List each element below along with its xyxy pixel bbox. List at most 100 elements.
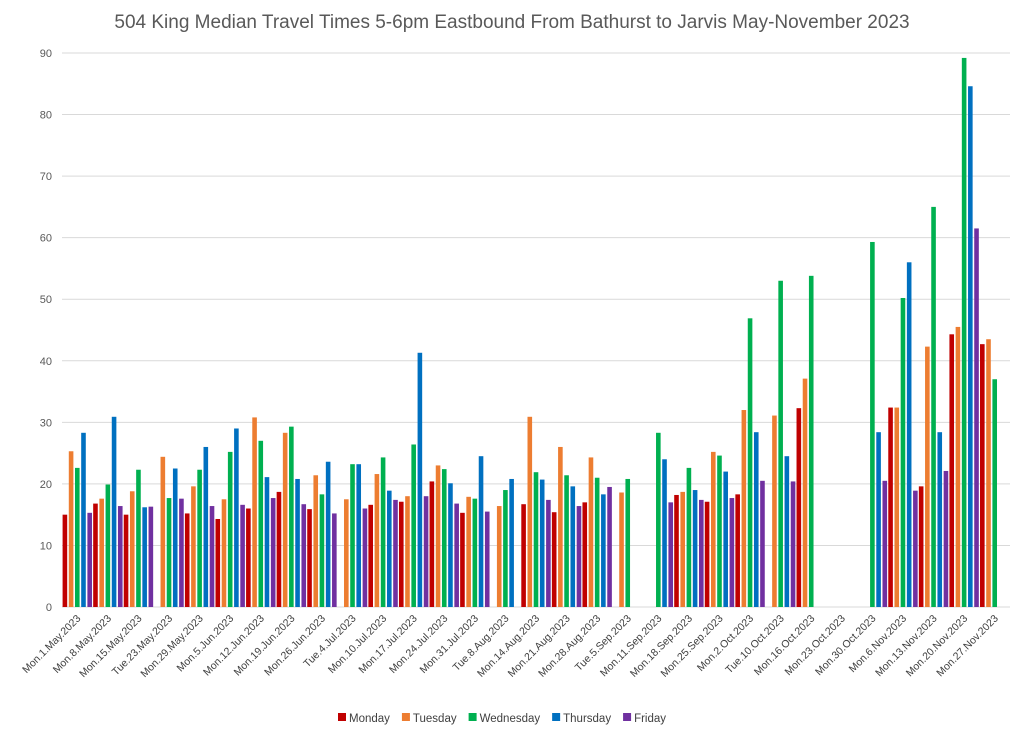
bar-friday (790, 481, 796, 607)
bar-thursday (784, 456, 790, 607)
chart-title: 504 King Median Travel Times 5-6pm Eastb… (114, 12, 909, 33)
bar-friday (393, 499, 398, 607)
bar-tuesday (99, 498, 104, 607)
bar-wednesday (166, 498, 172, 607)
bar-thursday (601, 494, 606, 607)
bar-monday (460, 512, 465, 607)
bar-tuesday (313, 475, 319, 607)
bar-wednesday (227, 451, 233, 607)
bar-wednesday (350, 464, 355, 607)
legend: Monday Tuesday Wednesday Thursday Friday (338, 713, 666, 725)
bar-tuesday (802, 378, 808, 607)
bar-thursday (142, 507, 147, 607)
legend-swatch-thursday (552, 713, 561, 721)
bar-monday (949, 334, 955, 607)
bar-wednesday (319, 494, 325, 607)
bar-tuesday (894, 407, 900, 607)
legend-label-thursday: Thursday (563, 713, 611, 725)
bar-wednesday (411, 444, 416, 607)
bar-wednesday (747, 318, 753, 607)
bar-monday (215, 518, 221, 607)
bar-friday (332, 513, 337, 607)
bar-friday (240, 504, 245, 607)
bar-wednesday (472, 498, 478, 607)
bar-friday (729, 498, 735, 607)
bar-monday (429, 481, 435, 607)
legend-swatch-friday (623, 713, 632, 721)
bar-tuesday (741, 410, 747, 607)
bar-wednesday (717, 455, 722, 607)
bar-thursday (448, 483, 453, 607)
bar-wednesday (931, 206, 936, 607)
bar-monday (918, 486, 924, 607)
y-tick-label: 80 (40, 110, 52, 122)
bar-friday (668, 502, 674, 607)
bar-tuesday (282, 432, 288, 607)
bar-friday (454, 503, 459, 607)
bar-monday (735, 494, 740, 607)
bar-wednesday (74, 467, 80, 607)
bar-wednesday (625, 478, 631, 607)
bar-tuesday (925, 346, 930, 607)
bar-tuesday (129, 491, 135, 607)
bar-friday (484, 511, 490, 607)
bar-monday (62, 514, 68, 607)
bar-thursday (478, 456, 484, 607)
bar-monday (307, 509, 312, 607)
bar-friday (913, 490, 918, 607)
bar-thursday (111, 416, 117, 607)
bar-friday (607, 486, 612, 607)
bar-thursday (876, 432, 881, 607)
bar-tuesday (710, 451, 716, 607)
bar-tuesday (252, 417, 257, 607)
bar-wednesday (289, 426, 294, 607)
bar-tuesday (986, 339, 991, 607)
bar-tuesday (772, 415, 777, 607)
bar-friday (301, 504, 307, 607)
bar-friday (87, 512, 92, 607)
bar-tuesday (955, 326, 961, 607)
y-tick-label: 50 (40, 294, 52, 306)
bar-wednesday (503, 490, 508, 607)
bar-thursday (723, 471, 728, 607)
bar-friday (760, 480, 765, 607)
bar-tuesday (374, 474, 380, 607)
bar-monday (796, 408, 802, 607)
bar-monday (368, 504, 373, 607)
bar-tuesday (405, 496, 410, 607)
bar-tuesday (344, 499, 349, 607)
bar-monday (582, 502, 588, 607)
bar-tuesday (68, 451, 74, 607)
bar-wednesday (564, 475, 569, 607)
legend-label-wednesday: Wednesday (480, 713, 541, 725)
bar-monday (184, 513, 190, 607)
x-axis-ticks: Mon.1.May.2023Mon.8.May.2023Mon.15.May.2… (20, 613, 1001, 680)
bar-tuesday (588, 457, 594, 607)
bar-monday (521, 504, 526, 607)
bar-monday (246, 508, 251, 607)
bar-thursday (203, 446, 209, 607)
legend-swatch-wednesday (468, 713, 477, 721)
bar-friday (943, 470, 949, 607)
bar-friday (209, 506, 215, 607)
bar-tuesday (160, 456, 166, 607)
bar-thursday (753, 432, 759, 607)
bar-thursday (570, 486, 576, 607)
bar-thursday (172, 468, 178, 607)
bar-friday (148, 506, 154, 607)
bar-wednesday (197, 469, 202, 607)
bar-wednesday (992, 379, 998, 607)
legend-swatch-monday (338, 713, 346, 721)
legend-label-tuesday: Tuesday (413, 713, 457, 725)
bar-series (62, 57, 998, 608)
y-tick-label: 10 (40, 540, 52, 552)
bar-friday (362, 508, 368, 607)
bar-tuesday (680, 491, 686, 607)
bar-thursday (662, 459, 667, 607)
bar-wednesday (441, 469, 447, 607)
bar-wednesday (380, 457, 386, 607)
bar-monday (674, 494, 679, 607)
bar-thursday (937, 432, 943, 607)
bar-thursday (968, 86, 973, 608)
bar-friday (546, 499, 551, 607)
